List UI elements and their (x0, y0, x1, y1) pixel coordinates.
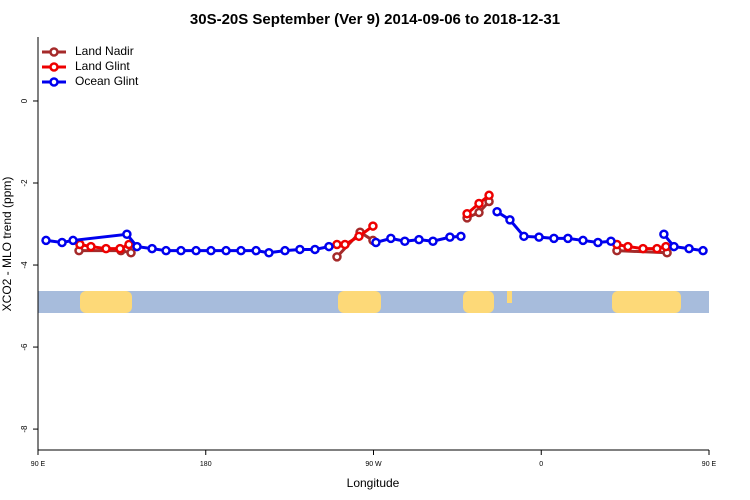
data-point (132, 241, 142, 252)
data-point (332, 239, 342, 250)
data-point (332, 252, 342, 262)
data-point (57, 237, 67, 248)
data-point (251, 245, 261, 256)
data-point (191, 245, 201, 256)
data-point (126, 247, 136, 258)
data-point (41, 235, 51, 246)
chart-title: 30S-20S September (Ver 9) 2014-09-06 to … (190, 11, 560, 28)
y-axis-label: XCO2 - MLO trend (ppm) (0, 177, 14, 312)
data-point (456, 231, 466, 242)
data-point (86, 241, 96, 252)
data-point (400, 236, 410, 246)
data-point (122, 229, 132, 240)
data-point (698, 245, 708, 256)
legend-marker (49, 77, 59, 87)
data-point (354, 231, 364, 242)
legend-label: Ocean Glint (75, 74, 139, 88)
data-point (661, 241, 671, 252)
y-tick-label: 0 (20, 98, 29, 103)
data-point (371, 237, 381, 248)
data-point (340, 239, 350, 250)
data-point (280, 245, 290, 256)
legend-label: Land Glint (75, 59, 130, 73)
data-point (386, 233, 396, 244)
data-point (505, 215, 515, 225)
data-point (474, 207, 484, 218)
data-point (549, 233, 559, 244)
data-point (563, 233, 573, 244)
legend-marker (49, 62, 59, 72)
data-point (324, 241, 334, 252)
y-tick-label: -4 (20, 261, 29, 269)
data-point (659, 229, 669, 240)
x-tick-label: 90 E (31, 461, 46, 468)
x-tick-label: 0 (539, 461, 543, 468)
data-point (68, 235, 78, 246)
data-point (264, 247, 274, 258)
data-point (414, 234, 424, 245)
data-point (124, 239, 134, 250)
data-point (534, 232, 544, 242)
y-tick-label: -8 (20, 425, 29, 433)
x-tick-label: 90 E (702, 461, 717, 468)
map-band (38, 291, 709, 313)
data-point (161, 245, 171, 256)
data-point (606, 236, 616, 246)
data-point (176, 245, 186, 256)
data-point (310, 244, 320, 255)
y-tick-label: -6 (20, 343, 29, 351)
legend-marker (49, 47, 59, 57)
data-point (652, 243, 662, 254)
data-point (115, 243, 125, 254)
data-point (519, 231, 529, 242)
data-point (428, 236, 438, 246)
y-tick-label: -2 (20, 179, 29, 187)
x-tick-label: 180 (200, 461, 212, 468)
data-point (101, 243, 111, 254)
data-point (623, 241, 633, 252)
data-point (492, 206, 502, 217)
data-point (295, 244, 305, 255)
x-tick-label: 90 W (365, 461, 382, 468)
data-point (368, 221, 378, 231)
data-point (147, 243, 157, 254)
data-point (638, 243, 648, 254)
data-point (474, 198, 484, 209)
x-axis-label: Longitude (347, 476, 400, 490)
data-point (236, 245, 246, 256)
data-point (669, 241, 679, 252)
data-point (462, 209, 472, 219)
data-point (445, 232, 455, 242)
data-point (484, 190, 494, 201)
data-point (684, 243, 694, 254)
data-point (221, 245, 231, 256)
data-point (206, 245, 216, 256)
data-point (578, 235, 588, 246)
data-point (593, 237, 603, 248)
legend-label: Land Nadir (75, 44, 134, 58)
